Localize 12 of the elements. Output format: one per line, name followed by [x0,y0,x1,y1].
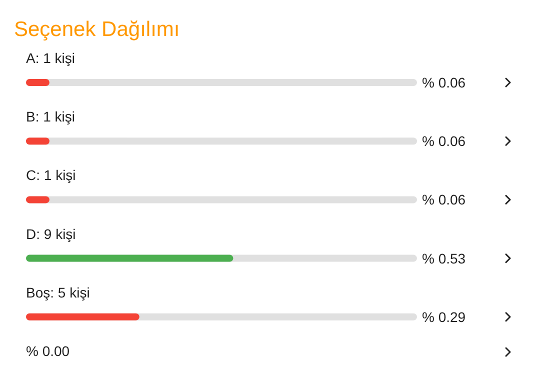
y-tick-label: A: 1 kişi [26,50,76,66]
data-label: % 0.06 [422,74,466,90]
text: % 0.00 [26,343,70,359]
y-tick-label: B: 1 kişi [26,108,76,125]
data-label: % 0.29 [422,308,466,325]
data-label: % 0.06 [422,192,466,208]
y-tick-label: D: 9 kişi [26,226,76,242]
data-label: % 0.53 [422,250,466,266]
data-label: % 0.06 [422,133,466,150]
y-tick-label: Boş: 5 kişi [26,284,90,300]
y-tick-label: C: 1 kişi [26,167,76,184]
chart-title: Seçenek Dağılımı [14,18,180,42]
